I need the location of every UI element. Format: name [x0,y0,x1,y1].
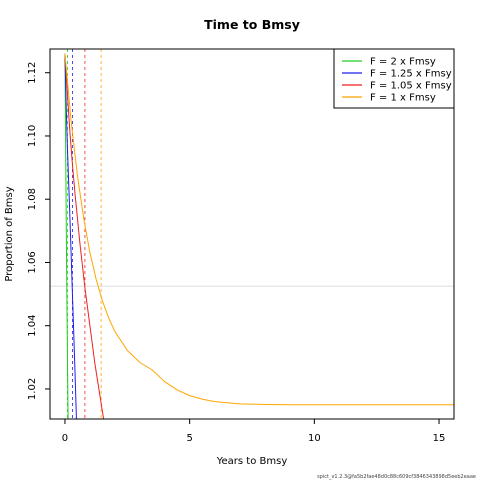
legend-label-0: F = 2 x Fmsy [370,57,436,68]
series-line-3 [64,53,454,406]
x-axis-label: Years to Bmsy [216,456,288,467]
vertical-marker-layer [67,49,102,419]
y-tick-label-5: 1.12 [27,62,38,84]
x-tick-label-1: 5 [186,433,192,444]
series-line-1 [64,53,77,419]
y-tick-label-1: 1.04 [27,315,38,337]
footer-version-text: spict_v1.2.3@fa5b2fae48d0c88c609cf384634… [317,474,476,480]
x-tick-label-3: 15 [433,433,446,444]
series-line-2 [64,53,105,419]
legend-label-2: F = 1.05 x Fmsy [370,81,452,92]
legend-label-1: F = 1.25 x Fmsy [370,69,452,80]
series-line-0 [64,53,69,419]
legend-label-3: F = 1 x Fmsy [370,93,436,104]
legend-box [333,48,455,109]
y-tick-label-0: 1.02 [27,378,38,400]
plot-frame [49,48,455,420]
y-axis-ticks: 1.02 1.04 1.06 1.08 1.10 1.12 [27,62,50,400]
y-axis-label: Proportion of Bmsy [4,186,15,281]
y-tick-label-4: 1.10 [27,125,38,147]
x-axis-ticks: 0 5 10 15 [62,419,446,444]
chart-title: Time to Bmsy [204,17,300,32]
y-tick-label-3: 1.08 [27,188,38,210]
x-tick-label-2: 10 [308,433,321,444]
x-tick-label-0: 0 [62,433,68,444]
y-tick-label-2: 1.06 [27,251,38,273]
series-layer [64,53,454,419]
